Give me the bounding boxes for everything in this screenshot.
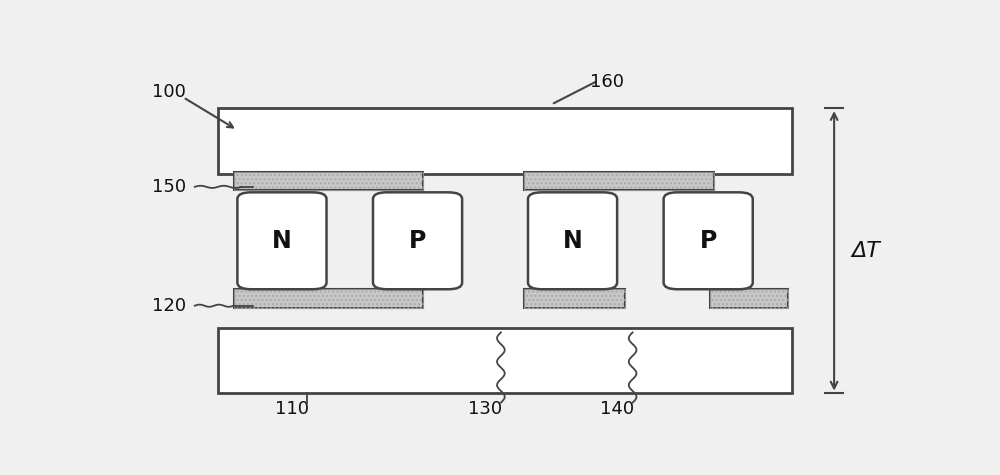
Bar — [710, 289, 788, 307]
Text: N: N — [563, 229, 582, 253]
Bar — [524, 289, 625, 307]
Bar — [218, 108, 792, 174]
Bar — [234, 289, 423, 307]
Bar — [524, 289, 625, 307]
Text: P: P — [700, 229, 717, 253]
Text: 120: 120 — [152, 297, 186, 315]
Bar — [234, 172, 423, 190]
FancyBboxPatch shape — [664, 192, 753, 289]
Bar — [524, 172, 714, 190]
Bar — [234, 289, 423, 307]
Bar — [524, 172, 714, 190]
Bar — [710, 289, 788, 307]
Text: P: P — [409, 229, 426, 253]
Text: 110: 110 — [275, 399, 309, 418]
Text: 100: 100 — [152, 83, 186, 101]
Text: 130: 130 — [468, 399, 502, 418]
Text: ΔT: ΔT — [851, 241, 880, 261]
Bar — [218, 328, 792, 393]
FancyBboxPatch shape — [373, 192, 462, 289]
Bar — [234, 172, 423, 190]
Text: 140: 140 — [600, 399, 634, 418]
FancyBboxPatch shape — [237, 192, 326, 289]
Text: N: N — [272, 229, 292, 253]
Text: 160: 160 — [590, 74, 624, 92]
Text: 150: 150 — [152, 178, 186, 196]
FancyBboxPatch shape — [528, 192, 617, 289]
